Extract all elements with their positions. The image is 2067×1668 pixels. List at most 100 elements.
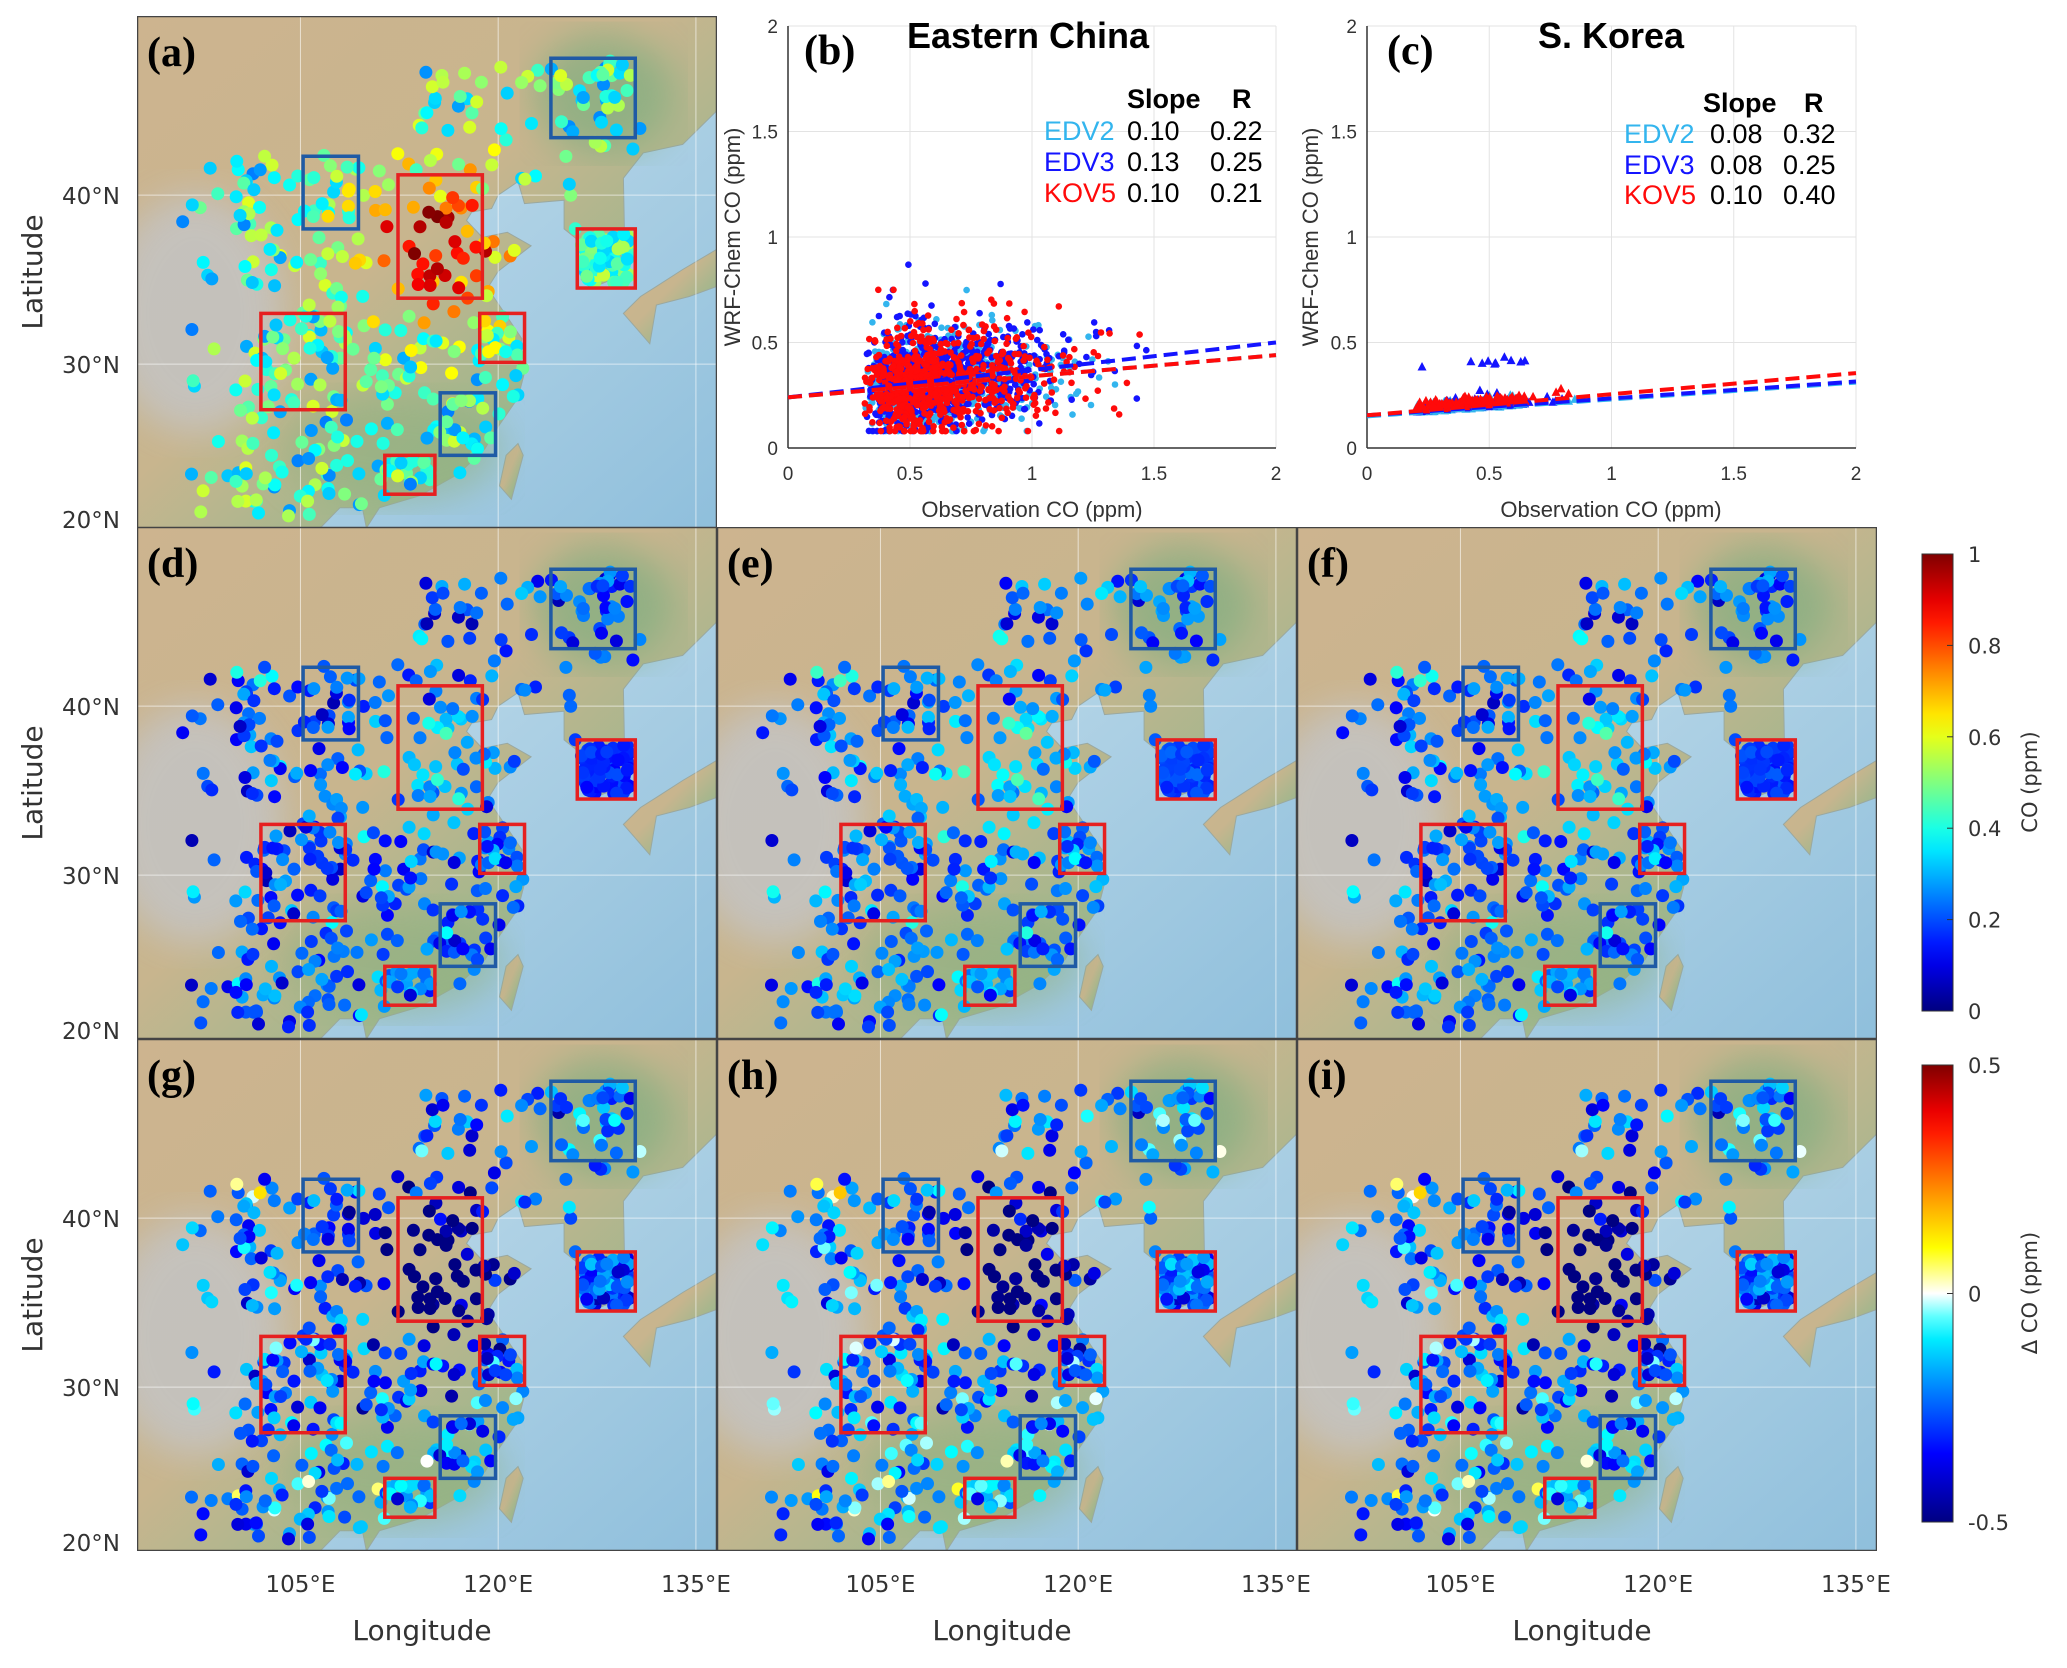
station-dot bbox=[1585, 591, 1599, 605]
station-dot bbox=[974, 967, 988, 981]
station-dot bbox=[494, 1145, 508, 1159]
station-dot bbox=[611, 753, 625, 767]
station-dot bbox=[1648, 1273, 1662, 1287]
station-dot bbox=[576, 1278, 590, 1292]
station-dot bbox=[1367, 853, 1381, 867]
station-dot bbox=[956, 1459, 970, 1473]
station-dot bbox=[1045, 1129, 1059, 1143]
station-dot bbox=[1508, 767, 1522, 781]
station-dot bbox=[1006, 1415, 1020, 1429]
station-dot bbox=[809, 1497, 823, 1511]
y-tick-label: 1 bbox=[767, 228, 778, 249]
station-dot bbox=[1109, 680, 1122, 694]
station-dot bbox=[1608, 746, 1622, 760]
station-dot bbox=[986, 1223, 1000, 1237]
station-dot bbox=[237, 1199, 251, 1213]
station-dot bbox=[369, 714, 383, 728]
station-dot bbox=[408, 1270, 421, 1284]
station-dot bbox=[500, 86, 514, 100]
station-dot bbox=[1689, 680, 1702, 694]
station-dot bbox=[291, 680, 305, 694]
station-dot bbox=[378, 834, 392, 848]
station-dot bbox=[428, 602, 442, 616]
station-dot bbox=[971, 980, 985, 994]
station-dot bbox=[327, 1208, 341, 1222]
station-dot bbox=[267, 1411, 281, 1425]
station-dot bbox=[378, 1226, 392, 1240]
station-dot bbox=[1095, 587, 1109, 600]
station-dot bbox=[1590, 773, 1604, 787]
station-dot bbox=[239, 978, 253, 992]
station-dot bbox=[910, 1481, 924, 1495]
station-dot bbox=[1026, 1214, 1040, 1228]
station-dot bbox=[1760, 745, 1774, 759]
station-dot bbox=[576, 91, 590, 104]
station-dot bbox=[566, 1148, 580, 1162]
station-dot bbox=[1596, 1098, 1610, 1112]
station-dot bbox=[944, 874, 958, 888]
station-dot bbox=[1510, 945, 1524, 959]
station-dot bbox=[1139, 660, 1153, 674]
station-dot bbox=[1206, 653, 1220, 667]
station-dot bbox=[1501, 1222, 1515, 1236]
station-dot bbox=[426, 392, 440, 406]
station-dot bbox=[1398, 1283, 1412, 1296]
station-dot bbox=[1494, 1313, 1508, 1327]
station-dot bbox=[1527, 1374, 1541, 1388]
station-dot bbox=[1605, 877, 1619, 891]
station-dot bbox=[601, 1124, 615, 1138]
station-dot bbox=[454, 394, 468, 408]
station-dot bbox=[334, 801, 348, 815]
station-dot bbox=[1367, 1365, 1381, 1379]
station-dot bbox=[1714, 1092, 1728, 1106]
station-dot bbox=[576, 255, 590, 269]
station-dot bbox=[902, 998, 916, 1011]
station-dot bbox=[446, 702, 460, 716]
station-dot bbox=[1365, 783, 1379, 797]
station-dot bbox=[1393, 719, 1407, 733]
station-dot bbox=[382, 689, 395, 703]
station-dot bbox=[1573, 1243, 1587, 1257]
station-dot bbox=[267, 937, 281, 951]
station-dot bbox=[783, 1184, 797, 1198]
station-dot bbox=[1059, 931, 1073, 945]
station-dot bbox=[855, 976, 869, 990]
station-dot bbox=[1105, 1140, 1118, 1153]
station-dot bbox=[1474, 778, 1488, 792]
station-dot bbox=[871, 1400, 885, 1414]
station-dot bbox=[335, 250, 349, 263]
station-dot bbox=[258, 1172, 272, 1186]
station-dot bbox=[1435, 976, 1449, 990]
station-dot bbox=[480, 329, 494, 342]
station-dot bbox=[376, 436, 390, 450]
station-dot bbox=[372, 1187, 386, 1201]
station-dot bbox=[617, 1250, 631, 1264]
station-dot bbox=[947, 862, 961, 876]
station-dot bbox=[295, 1345, 308, 1359]
station-dot bbox=[1005, 1103, 1019, 1117]
station-dot bbox=[480, 840, 494, 853]
station-dot bbox=[229, 1406, 243, 1420]
station-dot bbox=[1407, 1206, 1421, 1220]
longitude-tick-label: 105°E bbox=[1425, 1572, 1495, 1598]
station-dot bbox=[185, 834, 199, 847]
station-dot bbox=[258, 149, 272, 163]
station-dot bbox=[1715, 626, 1728, 640]
station-dot bbox=[488, 341, 502, 355]
station-dot bbox=[1487, 696, 1501, 710]
station-dot bbox=[452, 281, 466, 295]
station-dot bbox=[253, 674, 267, 688]
station-dot bbox=[302, 1475, 316, 1488]
blue-region-box bbox=[1129, 567, 1218, 651]
station-dot bbox=[509, 880, 523, 894]
station-dot bbox=[194, 1528, 208, 1542]
station-dot bbox=[331, 811, 345, 825]
station-dot bbox=[1614, 905, 1628, 919]
station-dot bbox=[1371, 1458, 1385, 1471]
red-region-box bbox=[1057, 822, 1107, 876]
station-dot bbox=[1589, 760, 1603, 774]
station-dot bbox=[1629, 1292, 1643, 1306]
latitude-tick-label: 20°N bbox=[62, 1019, 120, 1045]
station-dot bbox=[1026, 702, 1040, 716]
station-dot bbox=[369, 1226, 383, 1240]
